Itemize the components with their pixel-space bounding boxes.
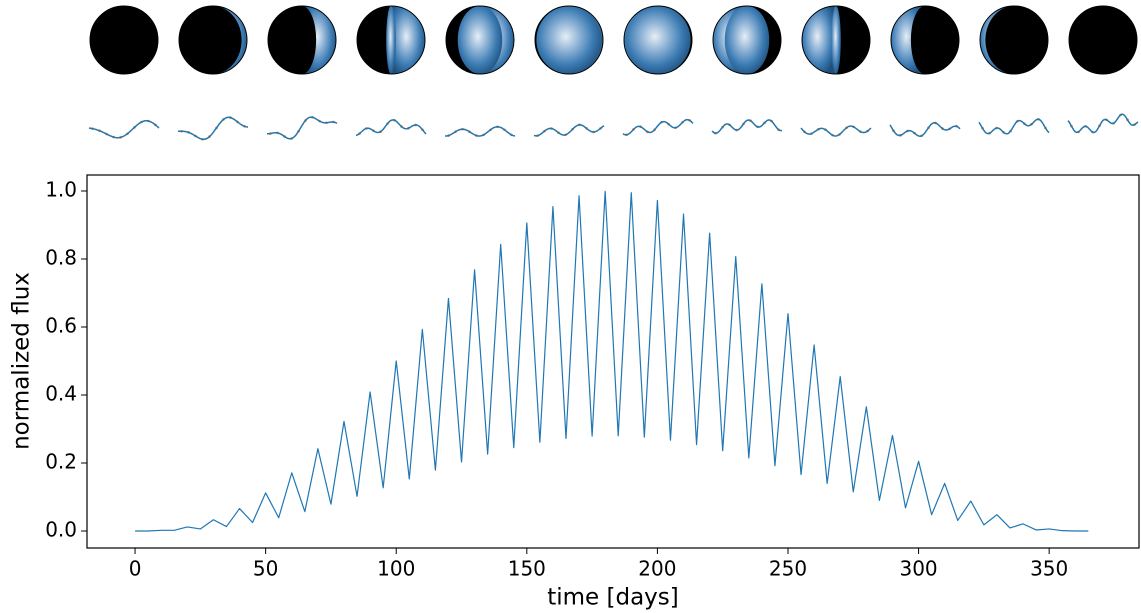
x-tick-label: 250: [769, 557, 807, 581]
planet-lit: [802, 6, 841, 74]
planet-outline: [89, 5, 159, 75]
planet-outline: [801, 5, 871, 75]
snippet-line: [622, 118, 694, 136]
y-tick-label: 0.4: [45, 381, 77, 405]
lit-half: [802, 6, 836, 74]
x-tick-label: 0: [129, 557, 142, 581]
terminator: [910, 6, 940, 74]
planet-outline: [445, 5, 515, 75]
planet-lit: [536, 6, 603, 74]
snippet-line: [711, 119, 783, 134]
snippet-line: [1067, 113, 1139, 134]
planet-dark: [1069, 6, 1137, 74]
terminator: [184, 6, 242, 74]
terminator: [457, 6, 503, 74]
snippet-line: [800, 125, 872, 137]
y-axis-label: normalized flux: [9, 272, 35, 450]
planet-lit: [184, 6, 247, 74]
snippet-line: [889, 122, 961, 137]
planet-outline: [712, 5, 782, 75]
snippet-line: [445, 126, 516, 137]
x-tick-label: 200: [638, 557, 676, 581]
planet-lit: [980, 6, 1043, 74]
planet-dark: [90, 6, 158, 74]
x-tick-label: 300: [899, 557, 937, 581]
snippet-line: [177, 116, 249, 141]
plot-frame: [86, 174, 1140, 549]
planet-outline: [267, 5, 337, 75]
snippet-line: [978, 118, 1050, 135]
x-tick-label: 350: [1030, 557, 1068, 581]
phase-thumbnails: [88, 5, 1139, 141]
snippet-line: [355, 119, 427, 137]
y-tick-label: 1.0: [45, 177, 77, 201]
lit-half: [391, 6, 425, 74]
planet-outline: [178, 5, 248, 75]
planet-lit: [891, 6, 940, 74]
terminator: [625, 6, 691, 74]
y-tick-label: 0.0: [45, 517, 77, 541]
x-tick-label: 50: [253, 557, 278, 581]
y-tick-label: 0.6: [45, 313, 77, 337]
planet-outline: [1068, 5, 1138, 75]
x-axis-label: time [days]: [547, 585, 679, 611]
snippet-line: [533, 124, 605, 137]
planet-outline: [979, 5, 1049, 75]
terminator: [831, 6, 841, 74]
terminator: [287, 6, 317, 74]
snippet-line: [267, 116, 338, 140]
terminator: [536, 6, 602, 74]
planet-lit: [713, 6, 770, 74]
y-tick-label: 0.2: [45, 449, 77, 473]
planet-outline: [356, 5, 426, 75]
planet-lit: [624, 6, 691, 74]
terminator: [724, 6, 770, 74]
planet-outline: [623, 5, 693, 75]
data-line: [135, 190, 1089, 532]
y-tick-label: 0.8: [45, 245, 77, 269]
planet-lit: [287, 6, 336, 74]
x-tick-label: 150: [508, 557, 546, 581]
planet-outline: [890, 5, 960, 75]
x-tick-label: 100: [377, 557, 415, 581]
terminator: [386, 6, 396, 74]
terminator: [985, 6, 1043, 74]
planet-lit: [457, 6, 514, 74]
planet-outline: [534, 5, 604, 75]
snippet-line: [88, 119, 160, 139]
planet-lit: [386, 6, 425, 74]
